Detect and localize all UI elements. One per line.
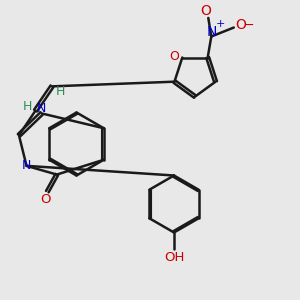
Text: N: N xyxy=(206,25,217,39)
Text: O: O xyxy=(200,4,211,18)
Text: −: − xyxy=(244,19,254,32)
Text: OH: OH xyxy=(164,251,184,264)
Text: O: O xyxy=(169,50,179,62)
Text: H: H xyxy=(22,100,32,113)
Text: N: N xyxy=(37,101,46,115)
Text: +: + xyxy=(216,19,225,29)
Text: O: O xyxy=(40,193,51,206)
Text: O: O xyxy=(235,18,246,32)
Text: N: N xyxy=(22,159,31,172)
Text: H: H xyxy=(56,85,65,98)
